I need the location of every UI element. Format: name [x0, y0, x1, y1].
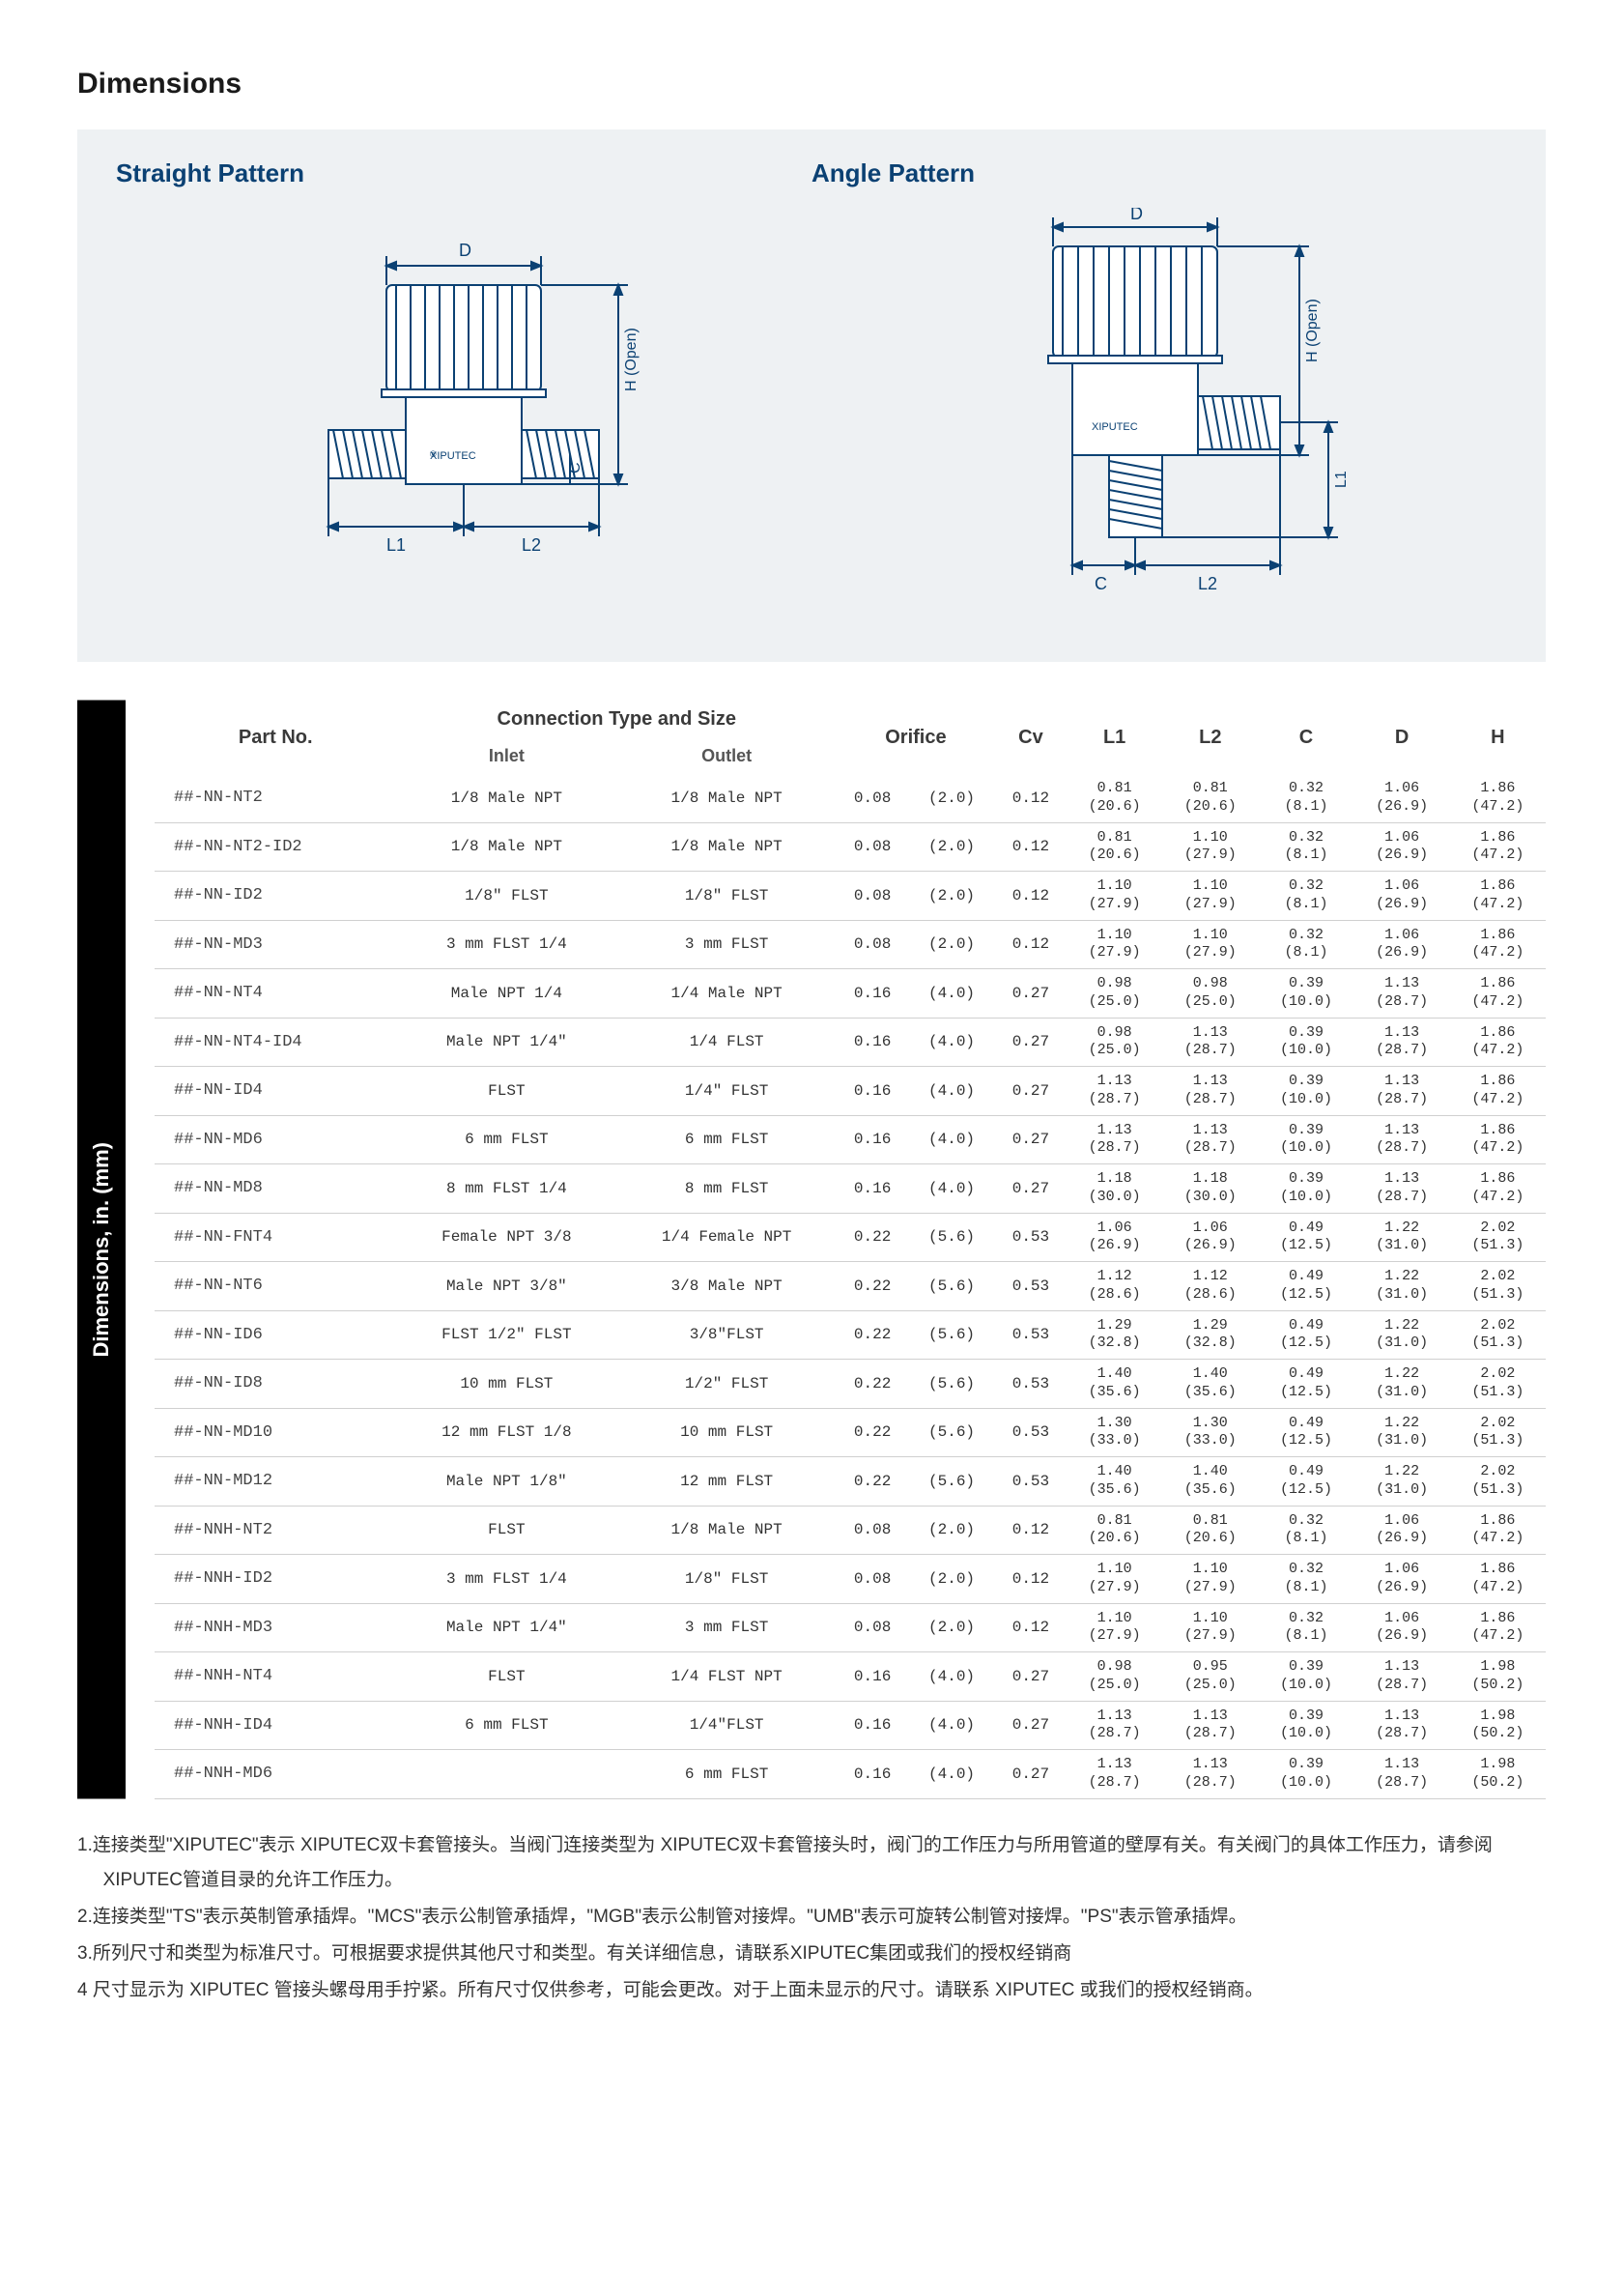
- section-title: Dimensions: [77, 68, 1546, 100]
- table-row: ##-NN-MD88 mm FLST 1/48 mm FLST0.16(4.0)…: [155, 1164, 1546, 1214]
- note-line: 1.连接类型"XIPUTEC"表示 XIPUTEC双卡套管接头。当阀门连接类型为…: [77, 1828, 1546, 1898]
- col-orifice: Orifice: [837, 701, 995, 774]
- table-row: ##-NNH-NT4FLST1/4 FLST NPT0.16(4.0)0.270…: [155, 1652, 1546, 1702]
- col-c: C: [1258, 701, 1353, 774]
- svg-text:H (Open): H (Open): [623, 328, 640, 391]
- table-row: ##-NN-MD1012 mm FLST 1/810 mm FLST0.22(5…: [155, 1408, 1546, 1457]
- straight-pattern-diagram: D H (Open) C L1 L2 XIPUTEC ®: [116, 217, 812, 623]
- svg-text:®: ®: [430, 449, 437, 459]
- table-row: ##-NN-ID6FLST 1/2" FLST3/8"FLST0.22(5.6)…: [155, 1310, 1546, 1360]
- table-row: ##-NN-MD66 mm FLST6 mm FLST0.16(4.0)0.27…: [155, 1115, 1546, 1164]
- notes: 1.连接类型"XIPUTEC"表示 XIPUTEC双卡套管接头。当阀门连接类型为…: [77, 1828, 1546, 2008]
- col-outlet: Outlet: [616, 738, 837, 774]
- table-row: ##-NN-MD12Male NPT 1/8"12 mm FLST0.22(5.…: [155, 1457, 1546, 1507]
- table-row: ##-NN-NT4Male NPT 1/41/4 Male NPT0.16(4.…: [155, 969, 1546, 1019]
- table-row: ##-NN-NT4-ID4Male NPT 1/4"1/4 FLST0.16(4…: [155, 1018, 1546, 1067]
- table-row: ##-NNH-ID46 mm FLST1/4"FLST0.16(4.0)0.27…: [155, 1701, 1546, 1750]
- svg-text:L1: L1: [1333, 471, 1350, 488]
- svg-text:XIPUTEC: XIPUTEC: [1092, 421, 1138, 433]
- table-row: ##-NNH-ID23 mm FLST 1/41/8" FLST0.08(2.0…: [155, 1555, 1546, 1604]
- note-line: 2.连接类型"TS"表示英制管承插焊。"MCS"表示公制管承插焊，"MGB"表示…: [77, 1900, 1546, 1935]
- table-row: ##-NN-MD33 mm FLST 1/43 mm FLST0.08(2.0)…: [155, 920, 1546, 969]
- svg-text:L2: L2: [522, 535, 541, 555]
- svg-text:XIPUTEC: XIPUTEC: [430, 450, 476, 462]
- note-line: 3.所列尺寸和类型为标准尺寸。可根据要求提供其他尺寸和类型。有关详细信息，请联系…: [77, 1937, 1546, 1971]
- col-h: H: [1450, 701, 1546, 774]
- angle-pattern-title: Angle Pattern: [812, 158, 1507, 188]
- svg-text:C: C: [567, 462, 584, 474]
- straight-pattern-title: Straight Pattern: [116, 158, 812, 188]
- table-row: ##-NN-ID21/8" FLST1/8" FLST0.08(2.0)0.12…: [155, 872, 1546, 921]
- col-cv: Cv: [995, 701, 1067, 774]
- diagram-area: Straight Pattern: [77, 129, 1546, 662]
- col-d: D: [1354, 701, 1450, 774]
- table-row: ##-NN-NT21/8 Male NPT1/8 Male NPT0.08(2.…: [155, 774, 1546, 822]
- svg-text:C: C: [1095, 574, 1107, 593]
- table-row: ##-NN-FNT4Female NPT 3/81/4 Female NPT0.…: [155, 1213, 1546, 1262]
- svg-text:D: D: [1130, 208, 1143, 223]
- col-inlet: Inlet: [396, 738, 616, 774]
- col-conn: Connection Type and Size: [396, 701, 837, 738]
- svg-text:D: D: [459, 241, 471, 260]
- table-row: ##-NN-NT2-ID21/8 Male NPT1/8 Male NPT0.0…: [155, 822, 1546, 872]
- note-line: 4 尺寸显示为 XIPUTEC 管接头螺母用手拧紧。所有尺寸仅供参考，可能会更改…: [77, 1973, 1546, 2008]
- table-row: ##-NN-ID810 mm FLST1/2" FLST0.22(5.6)0.5…: [155, 1360, 1546, 1409]
- dimensions-table: Part No. Connection Type and Size Orific…: [155, 701, 1546, 1799]
- col-l2: L2: [1162, 701, 1258, 774]
- svg-text:H (Open): H (Open): [1304, 299, 1321, 362]
- table-row: ##-NNH-NT2FLST1/8 Male NPT0.08(2.0)0.120…: [155, 1506, 1546, 1555]
- table-row: ##-NNH-MD3Male NPT 1/4"3 mm FLST0.08(2.0…: [155, 1603, 1546, 1652]
- table-row: ##-NN-NT6Male NPT 3/8"3/8 Male NPT0.22(5…: [155, 1262, 1546, 1311]
- angle-pattern-diagram: D H (Open) L1 C L2 XIPUTEC: [812, 217, 1507, 623]
- svg-text:L2: L2: [1198, 574, 1217, 593]
- table-row: ##-NNH-MD66 mm FLST0.16(4.0)0.271.13(28.…: [155, 1750, 1546, 1799]
- col-part: Part No.: [155, 701, 396, 774]
- col-l1: L1: [1067, 701, 1162, 774]
- side-tab: Dimensions, in. (mm): [77, 701, 126, 1799]
- svg-text:L1: L1: [386, 535, 406, 555]
- table-row: ##-NN-ID4FLST1/4" FLST0.16(4.0)0.271.13(…: [155, 1067, 1546, 1116]
